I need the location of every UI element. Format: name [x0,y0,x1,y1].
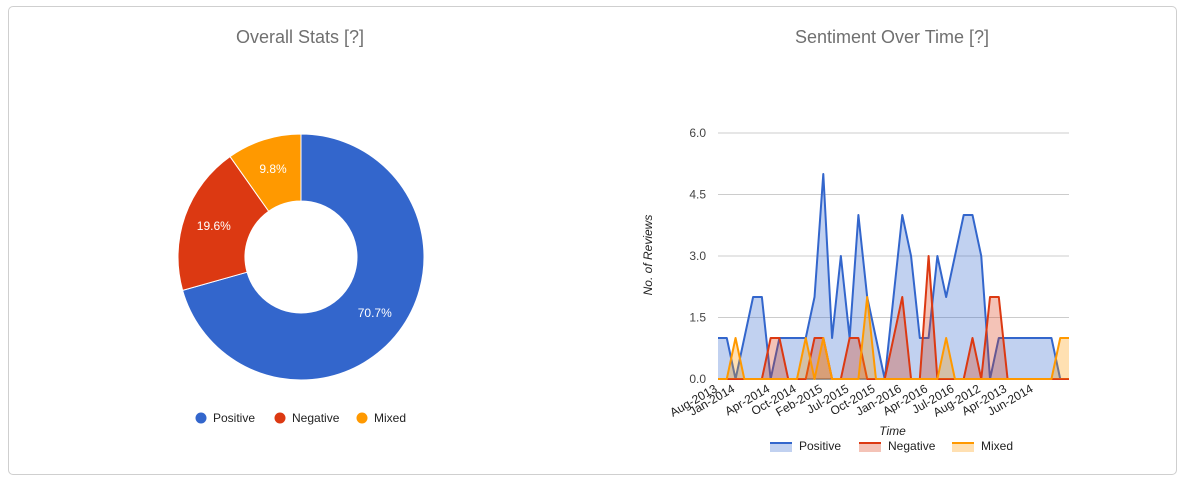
legend-label-negative[interactable]: Negative [292,411,340,425]
series-line-positive[interactable] [718,173,1069,380]
series-line-mixed[interactable] [718,296,1069,380]
y-tick-label: 6.0 [689,126,706,140]
sentiment-area-chart: 0.01.53.04.56.0Aug-2013Jan-2014Apr-2014O… [641,126,1069,453]
y-tick-label: 0.0 [689,372,706,386]
sentiment-over-time-title[interactable]: Sentiment Over Time [?] [794,27,990,47]
donut-slice-positive[interactable] [181,133,425,381]
overall-stats-donut-chart: 70.7% 19.6% 9.8% Positive Negative Mixed [177,133,425,425]
y-tick-label: 4.5 [689,188,706,202]
legend-label-positive[interactable]: Positive [213,411,255,425]
legend-swatch-negative [859,443,881,452]
legend-swatch-negative [274,412,286,424]
donut-label-mixed: 9.8% [259,162,287,176]
legend-swatch-mixed [356,412,368,424]
x-axis-title: Time [879,424,906,438]
series-area-mixed [718,297,1069,379]
overall-stats-title[interactable]: Overall Stats [?] [235,27,365,47]
legend-swatch-mixed [952,443,974,452]
donut-slice-mixed[interactable] [229,133,302,212]
legend-swatch-positive [770,443,792,452]
y-tick-label: 3.0 [689,249,706,263]
legend-label-positive[interactable]: Positive [799,439,841,453]
donut-label-positive: 70.7% [358,306,392,320]
legend-swatch-positive [195,412,207,424]
y-tick-label: 1.5 [689,311,706,325]
donut-label-negative: 19.6% [197,219,231,233]
series-area-negative [718,256,1069,379]
legend-label-mixed[interactable]: Mixed [981,439,1013,453]
legend-label-mixed[interactable]: Mixed [374,411,406,425]
legend-label-negative[interactable]: Negative [888,439,936,453]
donut-slice-negative[interactable] [177,155,270,291]
y-axis-title: No. of Reviews [641,215,655,296]
series-area-positive [718,174,1069,379]
